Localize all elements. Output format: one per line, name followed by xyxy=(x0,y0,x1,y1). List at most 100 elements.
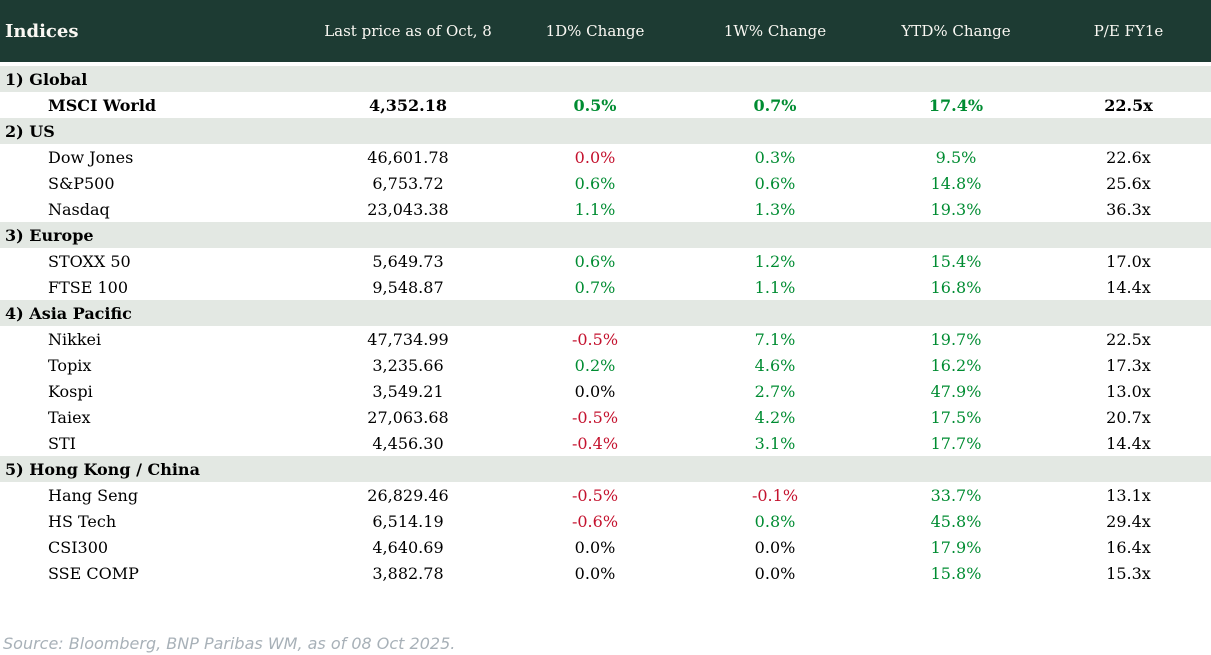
cell-1d-change: 1.1% xyxy=(574,199,616,219)
table-body: 1) Global MSCI World 4,352.18 0.5% 0.7% … xyxy=(0,66,1211,586)
cell-1w-change: 4.2% xyxy=(754,407,796,427)
table-row-nasdaq: Nasdaq 23,043.38 1.1% 1.3% 19.3% 36.3x xyxy=(0,196,1211,222)
index-name: S&P500 xyxy=(48,173,115,193)
cell-pe: 17.0x xyxy=(1106,251,1151,271)
cell-pe: 15.3x xyxy=(1106,563,1151,583)
cell-ytd-change: 45.8% xyxy=(930,511,982,531)
table-row-csi300: CSI300 4,640.69 0.0% 0.0% 17.9% 16.4x xyxy=(0,534,1211,560)
header-row: Indices Last price as of Oct, 8 1D% Chan… xyxy=(0,0,1211,66)
cell-1w-change: 7.1% xyxy=(754,329,796,349)
cell-ytd-change: 17.7% xyxy=(930,433,982,453)
index-name: MSCI World xyxy=(48,95,157,115)
cell-1w-change: 1.3% xyxy=(754,199,796,219)
cell-1d-change: 0.6% xyxy=(574,173,616,193)
cell-1w-change: 0.7% xyxy=(753,95,797,115)
table-row-hang-seng: Hang Seng 26,829.46 -0.5% -0.1% 33.7% 13… xyxy=(0,482,1211,508)
index-name: Topix xyxy=(48,355,92,375)
cell-1d-change: -0.4% xyxy=(571,433,619,453)
cell-last-price: 47,734.99 xyxy=(367,329,449,349)
cell-1w-change: -0.1% xyxy=(751,485,799,505)
cell-last-price: 6,514.19 xyxy=(372,511,444,531)
index-name: Nikkei xyxy=(48,329,102,349)
cell-last-price: 4,352.18 xyxy=(369,95,447,115)
section-title: 4) Asia Pacific xyxy=(0,300,1211,326)
cell-ytd-change: 16.2% xyxy=(930,355,982,375)
cell-last-price: 3,235.66 xyxy=(372,355,444,375)
cell-pe: 13.0x xyxy=(1106,381,1151,401)
index-name: FTSE 100 xyxy=(48,277,129,297)
section-row-us: 2) US xyxy=(0,118,1211,144)
index-name: STI xyxy=(48,433,76,453)
cell-pe: 14.4x xyxy=(1106,277,1151,297)
cell-pe: 14.4x xyxy=(1106,433,1151,453)
table-row-stoxx50: STOXX 50 5,649.73 0.6% 1.2% 15.4% 17.0x xyxy=(0,248,1211,274)
section-title: 2) US xyxy=(0,118,1211,144)
cell-pe: 22.5x xyxy=(1104,95,1153,115)
cell-pe: 16.4x xyxy=(1106,537,1151,557)
cell-1w-change: 1.1% xyxy=(754,277,796,297)
cell-last-price: 3,549.21 xyxy=(372,381,444,401)
index-name: Dow Jones xyxy=(48,147,134,167)
cell-ytd-change: 15.8% xyxy=(930,563,982,583)
cell-1d-change: 0.2% xyxy=(574,355,616,375)
cell-pe: 20.7x xyxy=(1106,407,1151,427)
cell-1w-change: 2.7% xyxy=(754,381,796,401)
section-title: 3) Europe xyxy=(0,222,1211,248)
cell-1w-change: 0.0% xyxy=(754,537,796,557)
index-name: SSE COMP xyxy=(48,563,139,583)
cell-ytd-change: 19.3% xyxy=(930,199,982,219)
table-row-sse-comp: SSE COMP 3,882.78 0.0% 0.0% 15.8% 15.3x xyxy=(0,560,1211,586)
cell-1w-change: 0.0% xyxy=(754,563,796,583)
cell-1d-change: 0.0% xyxy=(574,563,616,583)
cell-last-price: 9,548.87 xyxy=(372,277,444,297)
cell-last-price: 5,649.73 xyxy=(372,251,444,271)
indices-table: Indices Last price as of Oct, 8 1D% Chan… xyxy=(0,0,1211,586)
cell-1w-change: 3.1% xyxy=(754,433,796,453)
cell-1d-change: 0.6% xyxy=(574,251,616,271)
section-title: 5) Hong Kong / China xyxy=(0,456,1211,482)
index-name: Taiex xyxy=(48,407,91,427)
cell-1w-change: 0.8% xyxy=(754,511,796,531)
cell-1d-change: -0.5% xyxy=(571,329,619,349)
cell-1w-change: 4.6% xyxy=(754,355,796,375)
index-name: Nasdaq xyxy=(48,199,110,219)
cell-1d-change: 0.0% xyxy=(574,537,616,557)
cell-ytd-change: 47.9% xyxy=(930,381,982,401)
cell-last-price: 46,601.78 xyxy=(367,147,449,167)
table-row-ftse100: FTSE 100 9,548.87 0.7% 1.1% 16.8% 14.4x xyxy=(0,274,1211,300)
cell-last-price: 6,753.72 xyxy=(372,173,444,193)
cell-ytd-change: 33.7% xyxy=(930,485,982,505)
cell-last-price: 23,043.38 xyxy=(367,199,449,219)
cell-ytd-change: 9.5% xyxy=(935,147,977,167)
cell-last-price: 26,829.46 xyxy=(367,485,449,505)
table-row-kospi: Kospi 3,549.21 0.0% 2.7% 47.9% 13.0x xyxy=(0,378,1211,404)
cell-pe: 29.4x xyxy=(1106,511,1151,531)
cell-ytd-change: 17.9% xyxy=(930,537,982,557)
section-row-global: 1) Global xyxy=(0,66,1211,92)
table-header: Indices Last price as of Oct, 8 1D% Chan… xyxy=(0,0,1211,66)
cell-1w-change: 0.6% xyxy=(754,173,796,193)
table-row-sp500: S&P500 6,753.72 0.6% 0.6% 14.8% 25.6x xyxy=(0,170,1211,196)
section-title: 1) Global xyxy=(0,66,1211,92)
cell-last-price: 27,063.68 xyxy=(367,407,449,427)
cell-1d-change: 0.5% xyxy=(573,95,617,115)
cell-pe: 13.1x xyxy=(1106,485,1151,505)
index-name: HS Tech xyxy=(48,511,117,531)
column-header-1d-change: 1D% Change xyxy=(506,0,684,66)
cell-1d-change: -0.5% xyxy=(571,407,619,427)
cell-pe: 36.3x xyxy=(1106,199,1151,219)
column-header-last-price: Last price as of Oct, 8 xyxy=(310,0,506,66)
column-header-pe-fy1e: P/E FY1e xyxy=(1046,0,1211,66)
section-row-europe: 3) Europe xyxy=(0,222,1211,248)
index-name: CSI300 xyxy=(48,537,109,557)
cell-1d-change: 0.0% xyxy=(574,147,616,167)
cell-1d-change: 0.0% xyxy=(574,381,616,401)
column-header-indices: Indices xyxy=(0,0,310,66)
cell-pe: 22.5x xyxy=(1106,329,1151,349)
cell-1d-change: 0.7% xyxy=(574,277,616,297)
index-name: Hang Seng xyxy=(48,485,139,505)
cell-ytd-change: 14.8% xyxy=(930,173,982,193)
table-row-sti: STI 4,456.30 -0.4% 3.1% 17.7% 14.4x xyxy=(0,430,1211,456)
cell-1d-change: -0.5% xyxy=(571,485,619,505)
